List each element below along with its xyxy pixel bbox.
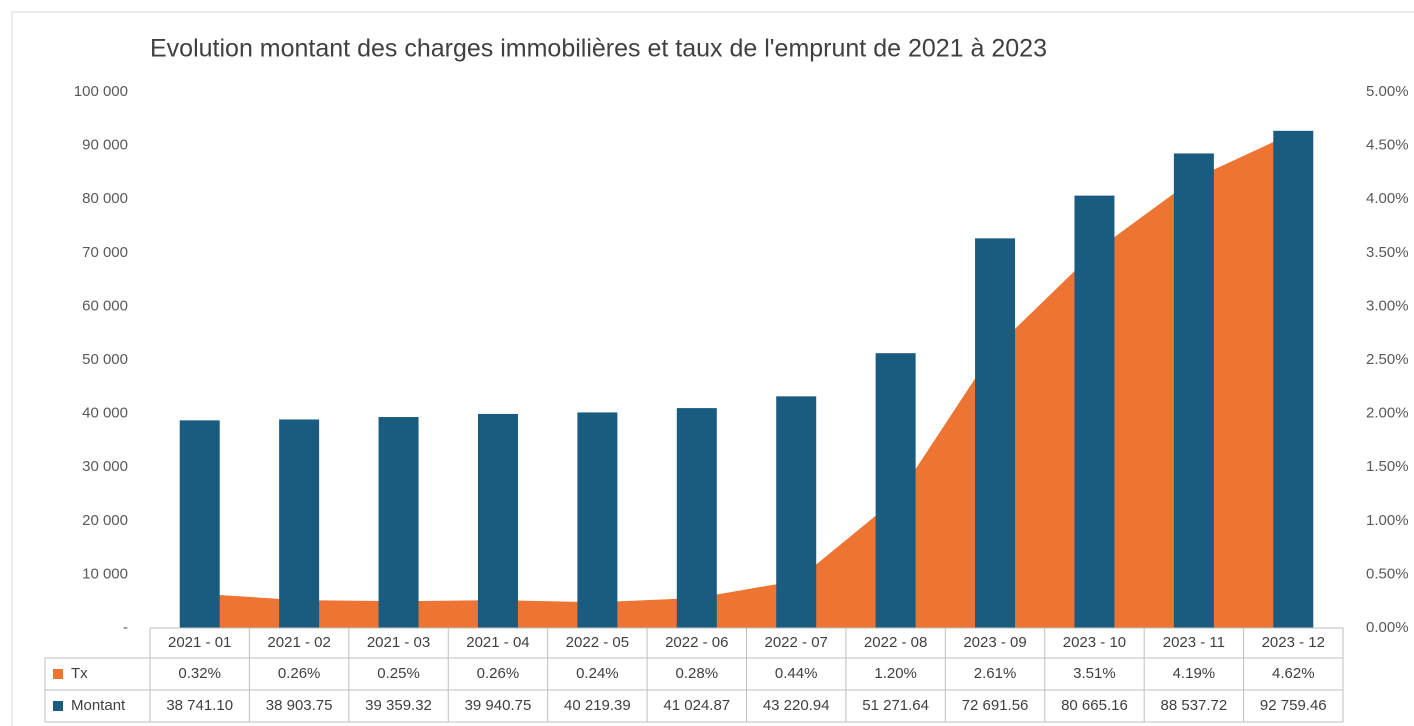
y2-tick-label: 4.50% [1366, 137, 1409, 154]
bar [975, 238, 1016, 629]
data-label: 51 271.64 [862, 697, 929, 714]
bar [279, 419, 320, 628]
x-tick-label: 2022 - 07 [765, 634, 828, 651]
x-tick-label: 2023 - 11 [1163, 634, 1225, 651]
y2-tick-label: 2.00% [1366, 405, 1409, 422]
y2-tick-label: 0.50% [1366, 565, 1409, 582]
data-label: 43 220.94 [763, 697, 830, 714]
bar [577, 412, 618, 628]
legend-label: Tx [71, 665, 88, 682]
legend-key [53, 669, 63, 679]
data-label: 0.26% [278, 665, 321, 682]
bar [676, 408, 717, 628]
data-label: 3.51% [1073, 665, 1116, 682]
y-tick-label: 20 000 [82, 512, 128, 529]
y2-tick-label: 3.00% [1366, 297, 1409, 314]
data-label: 38 903.75 [266, 697, 333, 714]
area [199, 132, 1294, 628]
y2-tick-label: 0.00% [1366, 619, 1409, 636]
x-tick-label: 2022 - 05 [566, 634, 629, 651]
chart-title: Evolution montant des charges immobilièr… [150, 35, 1047, 63]
x-tick-label: 2021 - 02 [267, 634, 330, 651]
data-label: 39 359.32 [365, 697, 432, 714]
data-label: 4.62% [1272, 665, 1315, 682]
data-label: 4.19% [1173, 665, 1216, 682]
x-tick-label: 2022 - 08 [864, 634, 927, 651]
x-tick-label: 2021 - 01 [168, 634, 231, 651]
y-tick-label: 50 000 [82, 351, 128, 368]
data-label: 0.44% [775, 665, 818, 682]
bar [378, 417, 419, 628]
y2-tick-label: 1.00% [1366, 512, 1409, 529]
data-label: 38 741.10 [166, 697, 233, 714]
bar [179, 420, 220, 628]
x-tick-label: 2022 - 06 [665, 634, 728, 651]
data-label: 80 665.16 [1061, 697, 1128, 714]
legend-label: Montant [71, 697, 126, 714]
data-label: 0.24% [576, 665, 619, 682]
y-tick-label: 40 000 [82, 405, 128, 422]
y-tick-label: 60 000 [82, 297, 128, 314]
data-label: 72 691.56 [962, 697, 1029, 714]
bar [477, 413, 518, 628]
bar [1074, 195, 1115, 628]
data-label: 2.61% [974, 665, 1017, 682]
bar [776, 396, 817, 628]
data-label: 0.28% [676, 665, 719, 682]
x-tick-label: 2023 - 10 [1063, 634, 1126, 651]
y2-tick-label: 3.50% [1366, 244, 1409, 261]
data-label: 0.26% [477, 665, 520, 682]
y2-tick-label: 2.50% [1366, 351, 1409, 368]
x-tick-label: 2021 - 03 [367, 634, 430, 651]
data-label: 40 219.39 [564, 697, 631, 714]
legend-key [53, 701, 63, 711]
bar [1273, 130, 1314, 628]
y-tick-label: 80 000 [82, 190, 128, 207]
y-tick-label: 30 000 [82, 458, 128, 475]
data-label: 88 537.72 [1161, 697, 1228, 714]
x-tick-label: 2023 - 12 [1262, 634, 1325, 651]
data-label: 39 940.75 [465, 697, 532, 714]
y-tick-label: 10 000 [82, 565, 128, 582]
data-label: 1.20% [874, 665, 917, 682]
y2-tick-label: 5.00% [1366, 83, 1409, 100]
bar [875, 353, 916, 628]
y2-tick-label: 4.00% [1366, 190, 1409, 207]
y-tick-label: 70 000 [82, 244, 128, 261]
data-label: 0.32% [178, 665, 221, 682]
data-label: 41 024.87 [663, 697, 730, 714]
data-label: 92 759.46 [1260, 697, 1327, 714]
y-tick-label: 90 000 [82, 137, 128, 154]
x-tick-label: 2023 - 09 [963, 634, 1026, 651]
y2-tick-label: 1.50% [1366, 458, 1409, 475]
y-tick-label: 100 000 [74, 83, 128, 100]
y-tick-label: - [123, 619, 128, 636]
bar [1173, 153, 1214, 629]
x-tick-label: 2021 - 04 [466, 634, 529, 651]
data-label: 0.25% [377, 665, 420, 682]
